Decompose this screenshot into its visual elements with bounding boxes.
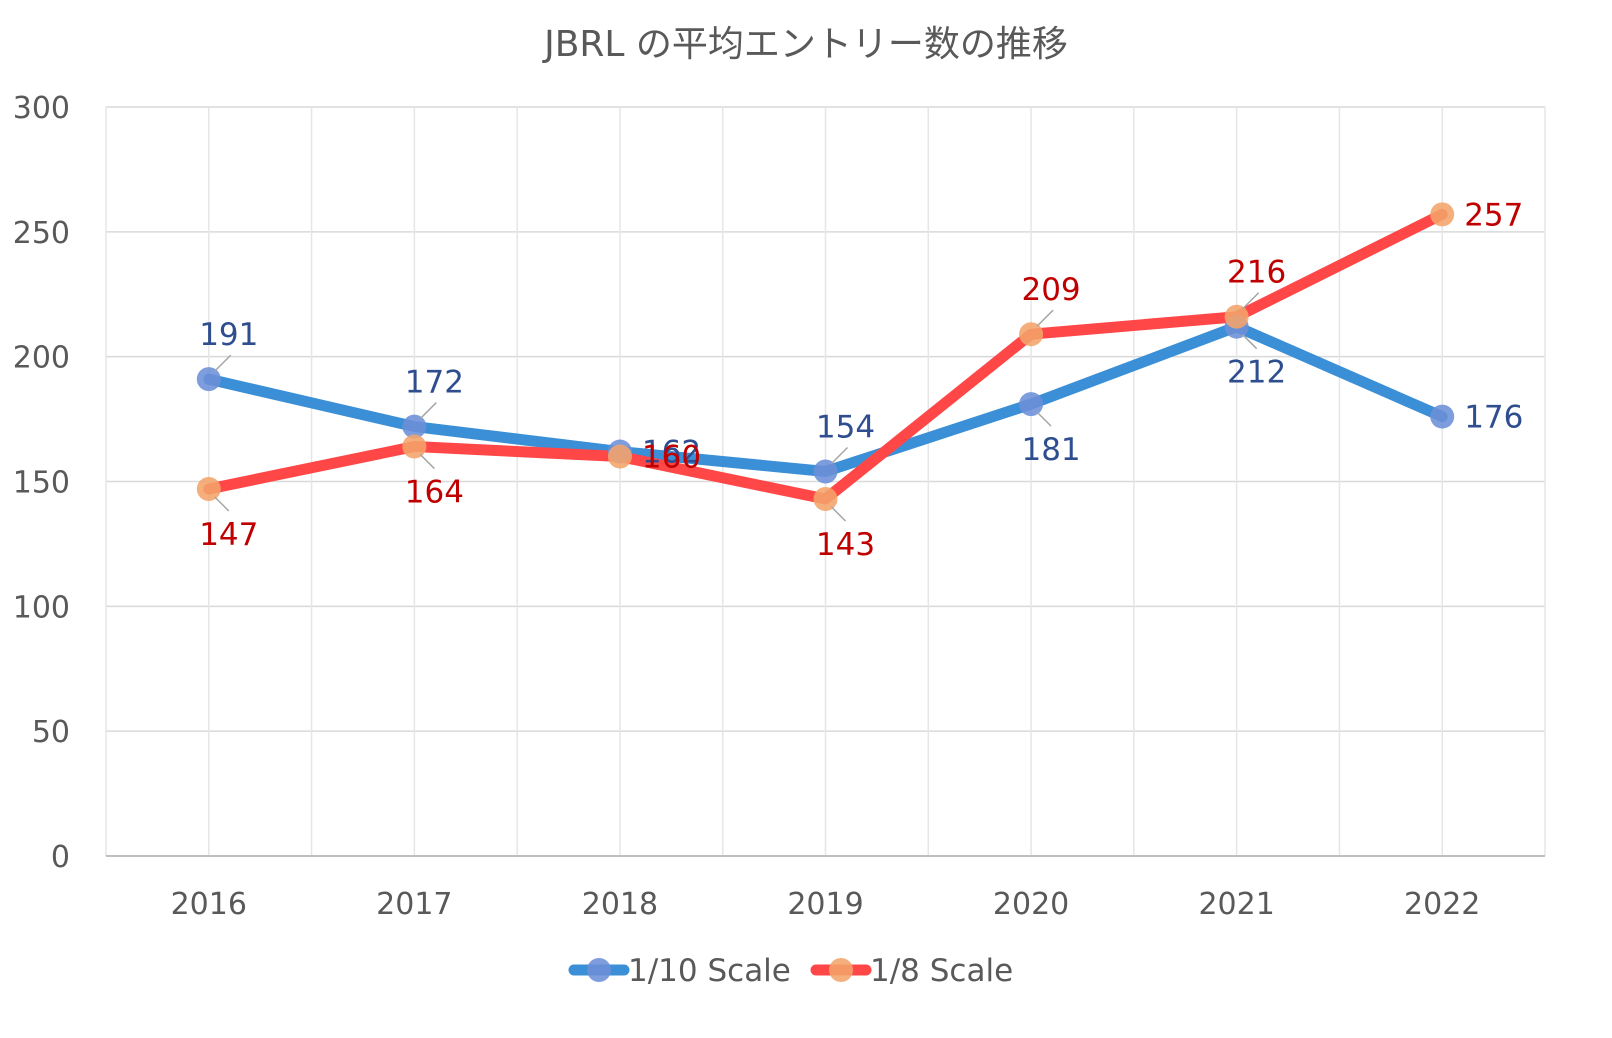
data-point-2 bbox=[402, 434, 427, 459]
y-tick-label: 150 bbox=[13, 466, 70, 501]
x-tick-label: 2021 bbox=[1198, 887, 1274, 922]
y-tick-label: 250 bbox=[13, 216, 70, 251]
legend-label: 1/10 Scale bbox=[628, 953, 791, 989]
label-leader-line bbox=[1036, 411, 1052, 427]
x-tick-label: 2019 bbox=[787, 887, 863, 922]
data-label: 147 bbox=[199, 517, 258, 553]
legend-label: 1/8 Scale bbox=[870, 953, 1013, 989]
data-label: 191 bbox=[199, 317, 258, 353]
data-label: 160 bbox=[642, 440, 701, 476]
data-point-1 bbox=[813, 459, 838, 484]
data-label: 216 bbox=[1227, 255, 1286, 291]
data-label: 154 bbox=[816, 410, 875, 446]
data-point-1 bbox=[402, 414, 427, 439]
y-tick-label: 200 bbox=[13, 341, 70, 376]
label-leader-line bbox=[419, 454, 435, 470]
label-leader-line bbox=[1242, 334, 1258, 350]
data-label: 212 bbox=[1227, 355, 1286, 391]
y-tick-label: 300 bbox=[13, 91, 70, 126]
data-label: 176 bbox=[1464, 400, 1523, 436]
x-axis-ticks: 2016 2017 2018 2019 2020 2021 2022 bbox=[171, 887, 1481, 922]
data-point-1 bbox=[1019, 392, 1044, 417]
data-point-2 bbox=[1224, 304, 1249, 329]
label-leader-line bbox=[419, 402, 437, 420]
data-label: 257 bbox=[1464, 197, 1523, 233]
data-point-2 bbox=[813, 486, 838, 511]
label-leader-line bbox=[830, 506, 847, 522]
leader-lines bbox=[214, 292, 1260, 522]
data-point-2 bbox=[196, 476, 221, 501]
y-tick-label: 100 bbox=[13, 590, 70, 625]
label-leader-line bbox=[1242, 292, 1260, 310]
data-label: 164 bbox=[405, 475, 464, 511]
x-tick-label: 2022 bbox=[1404, 887, 1480, 922]
data-point-2 bbox=[1019, 322, 1044, 347]
y-axis-ticks: 0 50 100 150 200 250 300 bbox=[13, 91, 70, 875]
data-labels: 191 172 162 154 181 212 176 147 164 160 143 209 216 2… bbox=[199, 197, 1523, 563]
label-leader-line bbox=[214, 496, 230, 512]
data-label: 181 bbox=[1021, 432, 1080, 468]
x-tick-label: 2017 bbox=[376, 887, 452, 922]
data-point-2 bbox=[607, 444, 632, 469]
data-label: 172 bbox=[405, 365, 464, 401]
y-tick-label: 0 bbox=[51, 840, 70, 875]
x-tick-label: 2016 bbox=[171, 887, 247, 922]
label-leader-line bbox=[214, 354, 232, 372]
legend-marker bbox=[829, 958, 853, 982]
data-label: 162 bbox=[642, 435, 701, 471]
x-tick-label: 2020 bbox=[993, 887, 1069, 922]
y-tick-label: 50 bbox=[32, 715, 70, 750]
x-tick-label: 2018 bbox=[582, 887, 658, 922]
series-layer bbox=[196, 202, 1455, 511]
label-leader-line bbox=[1036, 309, 1054, 327]
data-point-2 bbox=[1430, 202, 1455, 227]
legend: 1/10 Scale 1/8 Scale bbox=[568, 953, 1013, 989]
chart-title: JBRL の平均エントリー数の推移 bbox=[542, 24, 1068, 65]
label-leader-line bbox=[830, 446, 849, 465]
data-point-1 bbox=[1430, 404, 1455, 429]
data-point-1 bbox=[196, 367, 221, 392]
data-label: 209 bbox=[1021, 272, 1080, 308]
legend-marker bbox=[587, 958, 611, 982]
data-label: 143 bbox=[816, 527, 875, 563]
